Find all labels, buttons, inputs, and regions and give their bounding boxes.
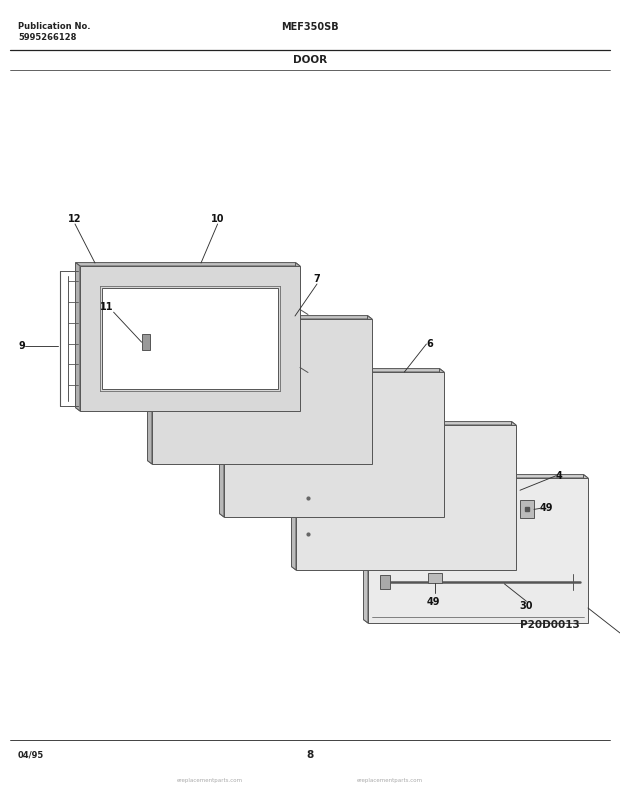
Text: 6: 6 [427, 339, 433, 349]
Polygon shape [148, 315, 152, 464]
Text: ereplacementparts.com: ereplacementparts.com [177, 778, 243, 783]
Text: 9: 9 [18, 341, 25, 351]
Polygon shape [512, 421, 516, 570]
Text: 10: 10 [211, 214, 224, 224]
Polygon shape [76, 263, 300, 266]
Polygon shape [296, 263, 300, 411]
Polygon shape [219, 368, 444, 372]
Polygon shape [224, 372, 444, 517]
Text: MEF350SB: MEF350SB [281, 22, 339, 32]
Polygon shape [148, 315, 372, 319]
Polygon shape [76, 263, 80, 411]
Text: 11: 11 [100, 303, 113, 312]
Polygon shape [219, 368, 224, 517]
Polygon shape [520, 501, 534, 519]
Polygon shape [148, 461, 372, 464]
Polygon shape [363, 474, 368, 623]
Text: Publication No.: Publication No. [18, 22, 91, 31]
Polygon shape [291, 421, 296, 570]
Polygon shape [368, 315, 372, 464]
Polygon shape [148, 315, 368, 461]
Polygon shape [219, 513, 444, 517]
Polygon shape [152, 319, 372, 464]
Polygon shape [291, 566, 516, 570]
Text: eReplacementParts.com: eReplacementParts.com [242, 415, 378, 425]
Polygon shape [363, 474, 583, 619]
Text: 49: 49 [427, 597, 440, 607]
Text: 12: 12 [68, 214, 82, 224]
Text: 5995266128: 5995266128 [18, 33, 76, 42]
Text: 4: 4 [556, 470, 563, 481]
Text: 30: 30 [520, 601, 533, 611]
Text: P20D0013: P20D0013 [520, 620, 580, 630]
Polygon shape [363, 619, 588, 623]
Text: ereplacementparts.com: ereplacementparts.com [357, 778, 423, 783]
Polygon shape [380, 576, 390, 589]
Text: 49: 49 [540, 504, 554, 513]
Text: 04/95: 04/95 [18, 750, 44, 759]
Polygon shape [80, 266, 300, 411]
Polygon shape [296, 425, 516, 570]
Polygon shape [583, 474, 588, 623]
Text: 8: 8 [306, 750, 314, 760]
Polygon shape [219, 368, 440, 513]
Polygon shape [76, 408, 300, 411]
Text: 7: 7 [314, 274, 321, 284]
Polygon shape [76, 263, 296, 408]
Text: DOOR: DOOR [293, 55, 327, 65]
Polygon shape [291, 421, 516, 425]
Polygon shape [102, 288, 278, 389]
Polygon shape [141, 334, 149, 350]
Polygon shape [440, 368, 444, 517]
Polygon shape [368, 478, 588, 623]
Polygon shape [291, 421, 512, 566]
Polygon shape [363, 474, 588, 478]
Polygon shape [428, 573, 442, 583]
